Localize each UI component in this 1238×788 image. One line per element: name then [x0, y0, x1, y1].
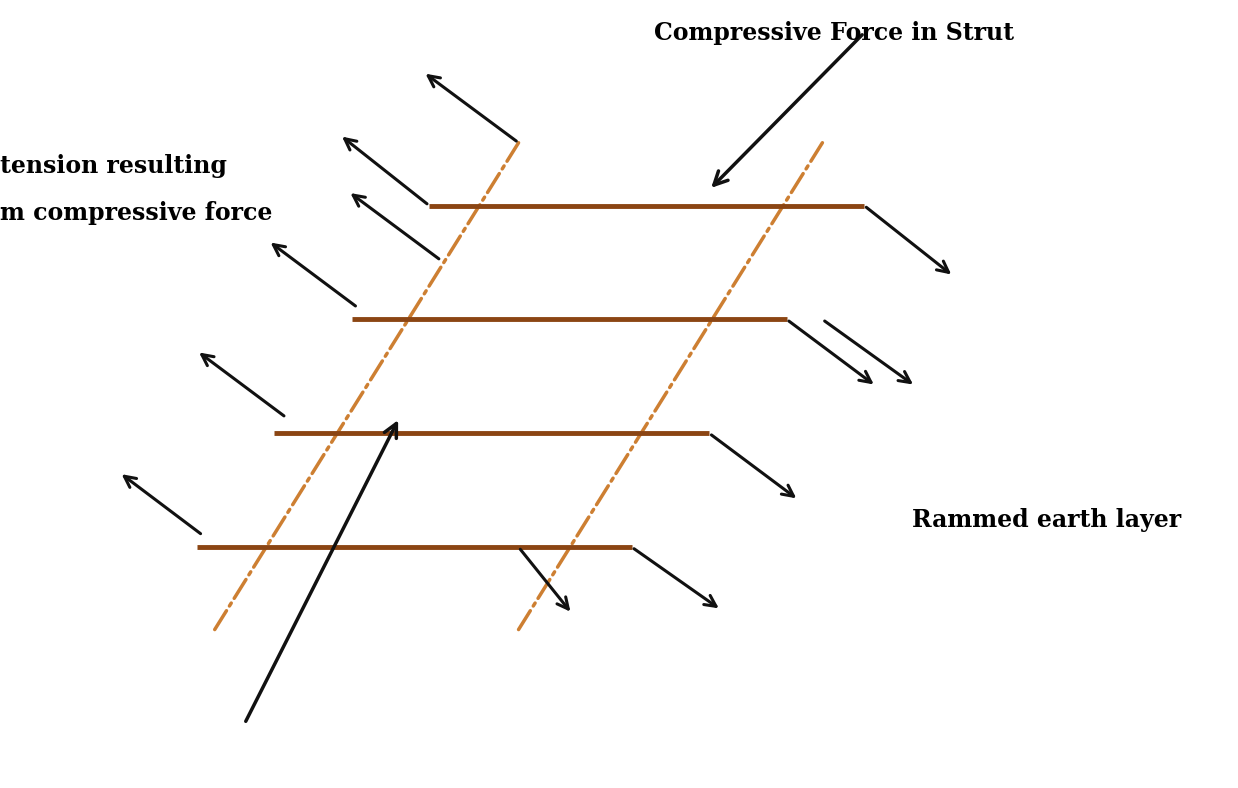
Text: Rammed earth layer: Rammed earth layer	[911, 507, 1181, 532]
Text: m compressive force: m compressive force	[0, 202, 272, 225]
Text: tension resulting: tension resulting	[0, 154, 227, 178]
Text: Compressive Force in Strut: Compressive Force in Strut	[655, 20, 1014, 45]
